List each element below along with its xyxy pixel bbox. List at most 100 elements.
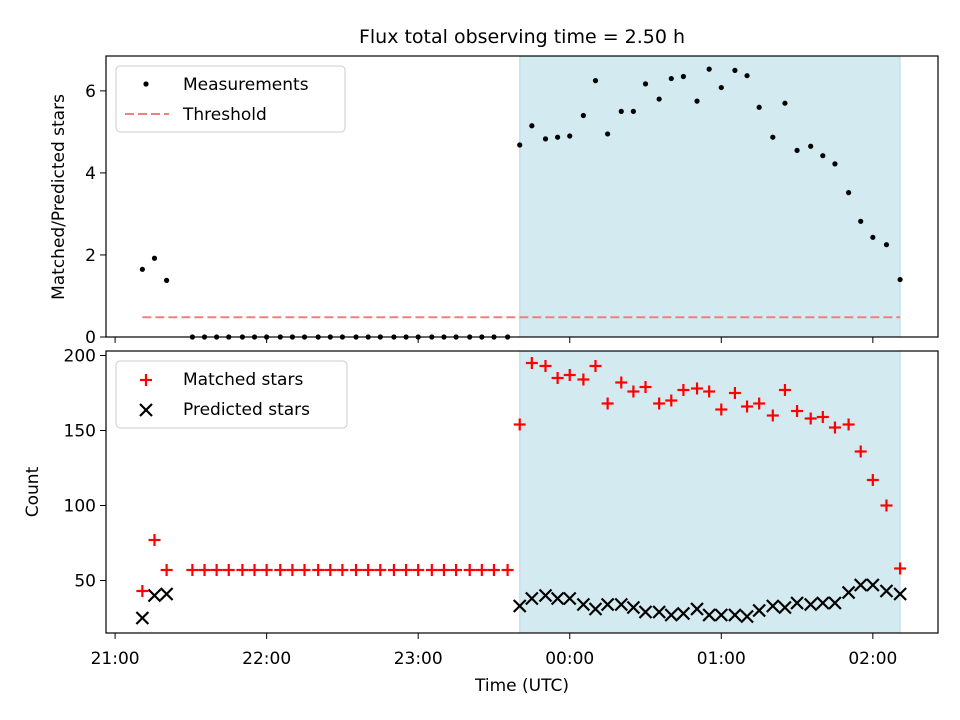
- matched-stars-point: [639, 381, 652, 393]
- measurement-point: [642, 81, 649, 87]
- bottom-legend-box: [115, 360, 348, 429]
- top-plot-frame: [105, 55, 939, 338]
- measurement-point: [656, 96, 662, 102]
- predicted-stars-point: [525, 591, 539, 606]
- legend-measurements-label: Measurements: [183, 75, 309, 95]
- predicted-stars-point: [853, 578, 868, 592]
- y-tick-label: 0: [85, 328, 96, 348]
- legend-predicted-marker: [139, 403, 153, 417]
- measurement-point: [517, 142, 523, 148]
- matched-stars-point: [374, 564, 387, 576]
- matched-stars-point: [260, 564, 273, 576]
- matched-stars-point: [400, 564, 413, 576]
- matched-stars-point: [615, 376, 628, 389]
- measurement-point: [744, 73, 750, 79]
- y-tick-label: 4: [85, 164, 96, 184]
- matched-stars-point: [437, 564, 450, 576]
- matched-stars-point: [186, 564, 199, 576]
- predicted-stars-point: [803, 597, 818, 612]
- measurement-point: [858, 218, 864, 224]
- predicted-stars-point: [828, 596, 842, 610]
- matched-stars-point: [387, 564, 400, 576]
- measurement-point: [605, 131, 611, 137]
- chart-title: Flux total observing time = 2.50 h: [359, 26, 685, 48]
- predicted-stars-point: [664, 608, 679, 622]
- bottom-panel: 50 100 150 200 21:00 22:00 23:00 00:00 01:00 02:…: [23, 347, 939, 696]
- matched-stars-point: [160, 564, 173, 576]
- predicted-stars-point: [766, 599, 780, 613]
- matched-stars-point: [665, 394, 678, 407]
- measurement-point: [567, 133, 573, 139]
- bottom-plot-frame: [105, 350, 939, 634]
- measurement-point: [883, 242, 890, 248]
- matched-stars-point: [312, 564, 325, 576]
- matched-stars-point: [222, 564, 235, 576]
- bottom-x-ticks: 21:00 22:00 23:00 00:00 01:00 02:00: [91, 633, 897, 669]
- x-tick-label: 01:00: [697, 649, 746, 669]
- measurement-point: [592, 78, 599, 84]
- matched-stars-point: [198, 564, 211, 576]
- predicted-stars-point: [588, 602, 603, 616]
- matched-stars-point: [691, 382, 704, 395]
- matched-stars-point: [816, 411, 829, 423]
- measurement-point: [680, 73, 686, 80]
- predicted-stars-point: [690, 602, 704, 616]
- predicted-stars-point: [538, 588, 553, 603]
- measurement-point: [756, 104, 762, 110]
- matched-stars-point: [778, 384, 791, 396]
- matched-stars-point: [589, 360, 602, 372]
- measurement-point: [770, 134, 776, 140]
- matched-stars-point: [627, 385, 640, 398]
- measurement-point: [718, 84, 724, 91]
- measurement-point: [139, 266, 145, 272]
- matched-stars-point: [601, 397, 614, 410]
- matched-stars-point: [513, 418, 526, 431]
- x-tick-label: 22:00: [242, 649, 291, 669]
- top-observing-window: [519, 55, 901, 338]
- predicted-stars-point: [512, 599, 527, 613]
- matched-stars-point: [842, 418, 855, 431]
- predicted-stars-point: [866, 578, 880, 592]
- matched-stars-point: [880, 499, 893, 512]
- measurement-point: [618, 108, 624, 114]
- matched-stars-point: [551, 372, 564, 384]
- measurement-point: [668, 75, 674, 82]
- matched-stars-point: [412, 564, 425, 576]
- matched-stars-point: [450, 564, 463, 576]
- measurement-points: [139, 66, 903, 340]
- predicted-stars-point: [652, 605, 666, 619]
- x-tick-label: 02:00: [848, 649, 897, 669]
- matched-stars-point: [791, 405, 804, 417]
- matched-stars-point: [563, 369, 576, 381]
- predicted-stars-point: [626, 600, 641, 615]
- top-legend-box: [115, 65, 346, 133]
- predicted-stars-point: [600, 597, 615, 612]
- measurement-point: [820, 153, 826, 159]
- measurement-point: [808, 143, 814, 149]
- bottom-y-ticks: 50 100 150 200: [64, 347, 106, 592]
- matched-stars-point: [577, 373, 590, 386]
- matched-stars-point: [753, 397, 766, 410]
- predicted-stars-point: [816, 596, 830, 610]
- matched-stars-point: [539, 360, 552, 372]
- matched-stars-point: [487, 564, 500, 576]
- x-tick-label: 21:00: [91, 649, 140, 669]
- measurement-point: [580, 112, 586, 119]
- predicted-stars-point: [638, 605, 653, 619]
- matched-stars-point: [350, 564, 363, 576]
- bottom-observing-window: [519, 350, 901, 634]
- matched-stars-point: [336, 564, 349, 576]
- legend-matched-label: Matched stars: [183, 370, 303, 390]
- predicted-stars-point: [841, 585, 856, 600]
- predicted-stars-point: [614, 597, 629, 612]
- predicted-stars-point: [676, 606, 691, 621]
- measurement-point: [164, 277, 170, 283]
- legend-threshold-label: Threshold: [182, 105, 267, 125]
- predicted-stars-point: [702, 608, 716, 622]
- y-tick-label: 2: [85, 246, 96, 266]
- measurement-point: [832, 161, 838, 167]
- x-tick-label: 23:00: [394, 649, 443, 669]
- y-tick-label: 200: [64, 347, 96, 367]
- measurement-point: [630, 108, 636, 114]
